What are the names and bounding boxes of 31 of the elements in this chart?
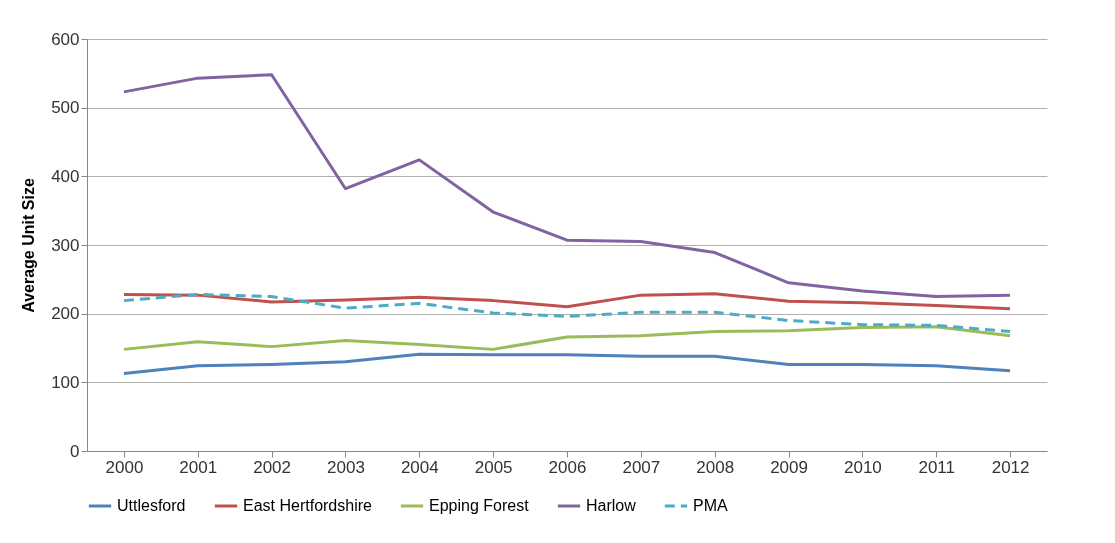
x-tick-label: 2011	[918, 457, 956, 477]
line-series	[122, 73, 1012, 298]
y-tick-label: 600	[51, 29, 80, 49]
y-tick-label: 100	[51, 372, 80, 392]
x-tick-label: 2003	[327, 457, 365, 477]
y-tick-label: 0	[70, 441, 80, 461]
y-tick-label: 300	[51, 235, 80, 255]
x-tick-label: 2009	[770, 457, 808, 477]
x-tick-label: 2004	[400, 457, 439, 477]
line-series	[122, 325, 1012, 351]
x-tick-label: 2000	[105, 457, 144, 477]
y-axis-title: Average Unit Size	[20, 178, 38, 313]
x-tick-label: 2001	[179, 457, 218, 477]
x-tick-label: 2006	[548, 457, 587, 477]
legend-label: PMA	[693, 497, 728, 514]
x-tick-label: 2010	[843, 457, 882, 477]
line-series	[122, 292, 1012, 311]
y-tick-label: 500	[51, 98, 80, 118]
x-tick-label: 2012	[991, 457, 1030, 477]
line-series	[122, 292, 1012, 334]
x-tick-label: 2007	[622, 457, 661, 477]
x-tick-label: 2002	[253, 457, 292, 477]
y-tick-label: 200	[51, 304, 80, 324]
x-tick-label: 2005	[474, 457, 513, 477]
x-tick-label: 2008	[696, 457, 735, 477]
line-series	[122, 352, 1012, 375]
legend-label: East Hertfordshire	[243, 497, 373, 514]
legend-label: Epping Forest	[429, 497, 530, 514]
legend-label: Harlow	[586, 497, 637, 514]
y-tick-label: 400	[51, 166, 80, 186]
legend-label: Uttlesford	[117, 497, 186, 514]
